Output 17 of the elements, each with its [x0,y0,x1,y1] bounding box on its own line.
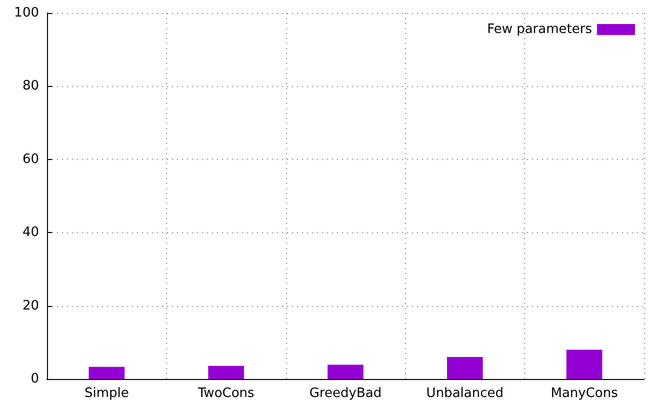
y-tick-label: 80 [22,78,39,94]
y-tick-label: 0 [30,372,39,386]
x-tick-label: Unbalanced [426,386,504,401]
y-tick-label: 60 [22,152,39,167]
bar [88,366,125,379]
bar [446,357,483,379]
legend-label: Few parameters [487,22,592,37]
y-tick-label: 100 [14,6,39,20]
x-tick-label: GreedyBad [309,386,382,401]
bar [208,366,244,379]
bar [566,350,602,379]
x-tick-label: TwoCons [196,386,255,401]
x-tick-label: Simple [84,386,129,401]
y-tick-label: 20 [22,298,39,314]
y-tick-label: 40 [22,225,39,240]
x-tick-label: ManyCons [550,386,618,401]
bar [328,364,364,379]
